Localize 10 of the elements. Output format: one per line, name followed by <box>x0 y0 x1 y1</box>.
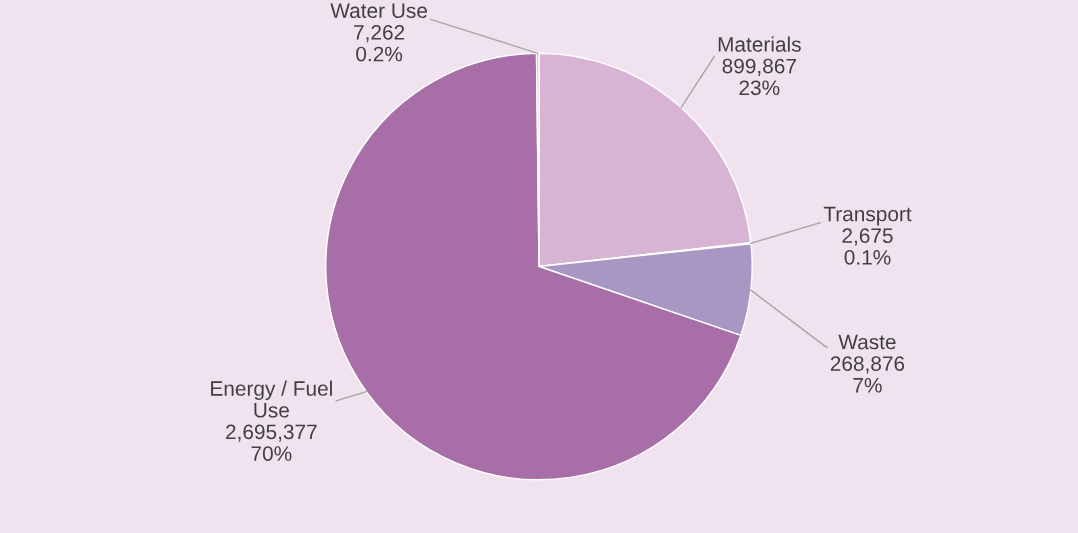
data-label: 899,867 23% <box>722 58 796 96</box>
slice-label: Water Use <box>330 3 427 19</box>
slice-label: Materials <box>718 36 801 52</box>
data-label: 7,262 0.2% <box>354 24 405 62</box>
data-label: 268,876 7% <box>830 356 905 393</box>
data-label: 2,695,377 70% <box>226 424 317 461</box>
slice-label: Energy / Fuel Use <box>211 380 332 418</box>
data-label: 2,675 0.1% <box>842 228 893 265</box>
slice-label: Waste <box>838 334 896 350</box>
slice-label: Transport <box>823 206 912 226</box>
